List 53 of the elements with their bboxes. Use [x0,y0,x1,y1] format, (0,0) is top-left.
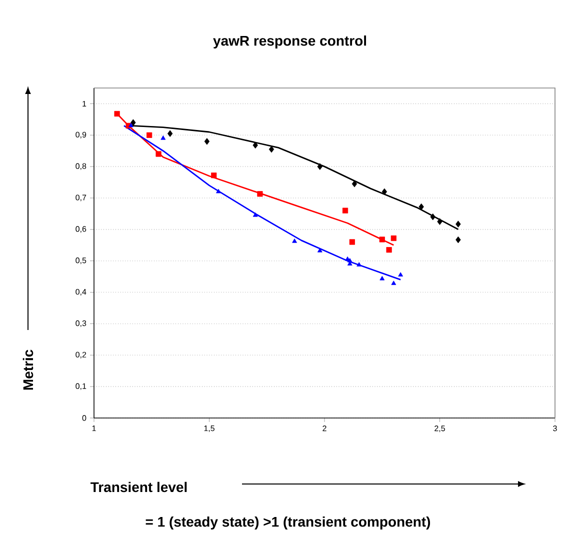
point [292,238,297,243]
x-tick-label: 1 [92,426,96,432]
point [146,132,152,138]
point [167,130,173,137]
point [114,110,120,117]
text: = 1 (steady state) >1 (transient component) [146,516,430,530]
point [386,247,392,253]
point [418,203,424,210]
y-tick-label: 0,3 [76,320,86,328]
point [391,280,396,285]
point [204,138,210,145]
y-tick-label: 0,6 [76,226,86,233]
point [398,272,404,276]
x-tick-label: 1,5 [204,426,214,432]
y-tick-label: 0,1 [76,383,86,390]
point [252,212,258,217]
point [430,213,436,220]
point [160,135,166,140]
point [437,218,442,225]
x-tick-label: 2 [322,426,326,432]
x-tick-label: 2,5 [434,426,445,432]
chart-title: yawR response control [213,35,366,49]
y-tick-label: 0,8 [76,163,86,170]
point [349,239,355,245]
point [456,236,461,244]
y-tick-label: 0,9 [76,132,86,138]
point [257,191,263,197]
point [379,236,385,242]
y-tick-label: 0,7 [76,194,86,202]
point [130,119,136,126]
point [390,235,396,242]
point [156,151,162,157]
y-tick-label: 1 [82,100,86,106]
point [211,172,217,178]
point [317,163,322,170]
y-axis-title: Metric [22,350,34,390]
point [456,220,461,228]
point [128,122,134,128]
point [380,276,385,280]
x-tick-label: 3 [553,426,557,432]
point [356,262,362,266]
point [347,258,352,262]
point [352,180,358,188]
x-axis-title: Transient level [90,482,187,492]
y-tick-label: 0,5 [76,258,86,264]
point [216,188,221,194]
point [382,188,388,196]
line-series [123,125,402,280]
y-tick-label: 0 [82,415,86,421]
point [268,146,274,153]
y-tick-label: 0,2 [76,352,86,358]
y-tick-label: 0,4 [76,288,86,296]
point [342,208,348,214]
